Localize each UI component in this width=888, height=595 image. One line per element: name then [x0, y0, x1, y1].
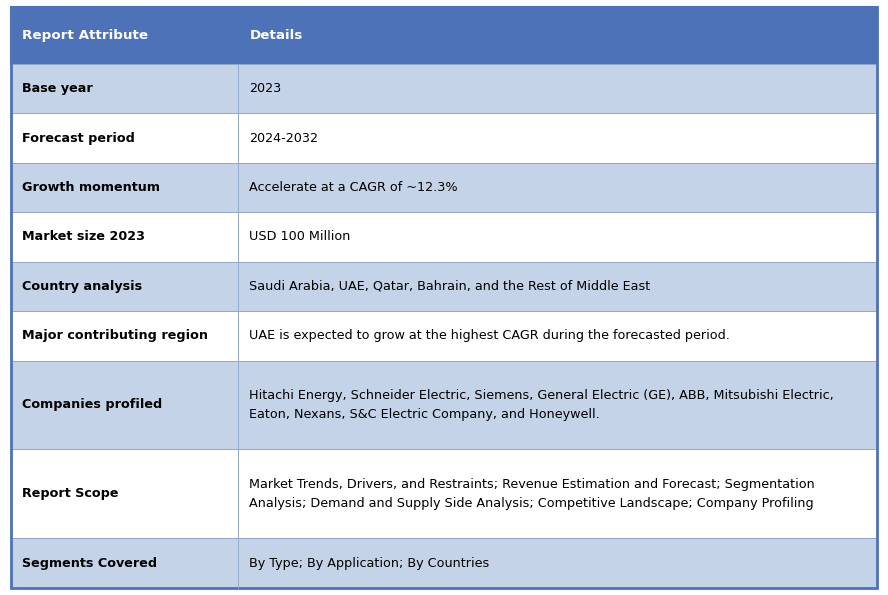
- Text: Report Attribute: Report Attribute: [22, 29, 148, 42]
- FancyBboxPatch shape: [11, 163, 877, 212]
- Text: By Type; By Application; By Countries: By Type; By Application; By Countries: [250, 557, 489, 569]
- Text: Saudi Arabia, UAE, Qatar, Bahrain, and the Rest of Middle East: Saudi Arabia, UAE, Qatar, Bahrain, and t…: [250, 280, 651, 293]
- Text: Growth momentum: Growth momentum: [22, 181, 160, 194]
- FancyBboxPatch shape: [11, 114, 877, 163]
- Text: Base year: Base year: [22, 82, 93, 95]
- Text: 2024-2032: 2024-2032: [250, 131, 318, 145]
- Text: UAE is expected to grow at the highest CAGR during the forecasted period.: UAE is expected to grow at the highest C…: [250, 329, 730, 342]
- Text: Major contributing region: Major contributing region: [22, 329, 208, 342]
- Text: Hitachi Energy, Schneider Electric, Siemens, General Electric (GE), ABB, Mitsubi: Hitachi Energy, Schneider Electric, Siem…: [250, 389, 834, 421]
- FancyBboxPatch shape: [11, 7, 877, 64]
- Text: Accelerate at a CAGR of ~12.3%: Accelerate at a CAGR of ~12.3%: [250, 181, 458, 194]
- Text: Report Scope: Report Scope: [22, 487, 119, 500]
- Text: Segments Covered: Segments Covered: [22, 557, 157, 569]
- Text: 2023: 2023: [250, 82, 281, 95]
- FancyBboxPatch shape: [11, 212, 877, 262]
- Text: Companies profiled: Companies profiled: [22, 399, 163, 412]
- Text: Details: Details: [250, 29, 303, 42]
- FancyBboxPatch shape: [11, 311, 877, 361]
- FancyBboxPatch shape: [11, 262, 877, 311]
- FancyBboxPatch shape: [11, 64, 877, 114]
- Text: Forecast period: Forecast period: [22, 131, 135, 145]
- Text: Market size 2023: Market size 2023: [22, 230, 146, 243]
- FancyBboxPatch shape: [11, 361, 877, 449]
- Text: Country analysis: Country analysis: [22, 280, 142, 293]
- Text: USD 100 Million: USD 100 Million: [250, 230, 351, 243]
- Text: Market Trends, Drivers, and Restraints; Revenue Estimation and Forecast; Segment: Market Trends, Drivers, and Restraints; …: [250, 478, 815, 510]
- FancyBboxPatch shape: [11, 538, 877, 588]
- FancyBboxPatch shape: [11, 449, 877, 538]
